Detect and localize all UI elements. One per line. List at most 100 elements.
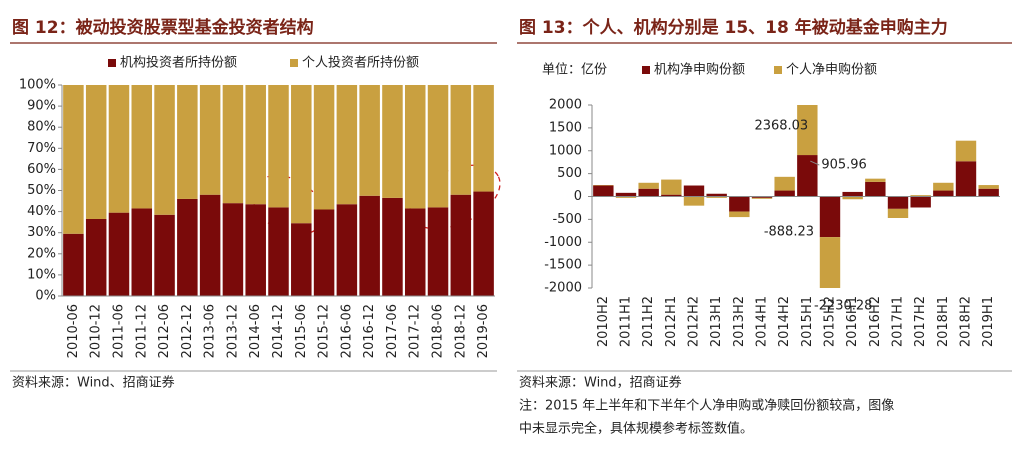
y-tick-label: -1500 xyxy=(544,258,582,273)
y-tick-label: -500 xyxy=(552,212,582,227)
x-tick-label: 2017-12 xyxy=(408,304,423,358)
bar-segment xyxy=(888,209,908,218)
bar-segment xyxy=(223,203,244,296)
bar-segment xyxy=(245,204,266,296)
bar-segment xyxy=(774,177,794,191)
note: 注：2015 年上半年和下半年个人净申购或净赎回份额较高，图像 xyxy=(519,398,894,414)
x-tick-label: 2015-06 xyxy=(294,304,309,358)
data-label: 905.96 xyxy=(821,158,867,173)
source: 资料来源：Wind、招商证券 xyxy=(12,375,175,391)
x-tick-label: 2011H1 xyxy=(619,296,634,347)
legend-label: 个人净申购份额 xyxy=(786,62,877,78)
bar-segment xyxy=(268,85,289,207)
bar-segment xyxy=(956,161,976,196)
legend-swatch xyxy=(290,59,298,67)
x-tick-label: 2017-06 xyxy=(385,304,400,358)
bar-segment xyxy=(933,183,953,191)
x-tick-label: 2018-06 xyxy=(431,304,446,358)
x-tick-label: 2017H1 xyxy=(891,296,906,347)
legend-swatch xyxy=(642,66,650,74)
bar-segment xyxy=(865,179,885,182)
legend-swatch xyxy=(108,59,116,67)
bar-segment xyxy=(86,219,107,296)
y-tick-label: 80% xyxy=(27,120,56,135)
y-tick-label: 0 xyxy=(574,189,582,204)
bar-segment xyxy=(405,208,426,296)
bar-segment xyxy=(729,212,749,217)
x-tick-label: 2018-12 xyxy=(453,304,468,358)
bar-segment xyxy=(337,85,358,204)
bar-segment xyxy=(223,85,244,203)
bar-segment xyxy=(154,215,175,296)
bar-segment xyxy=(661,180,681,195)
y-tick-label: 1000 xyxy=(549,143,582,158)
y-tick-label: -2000 xyxy=(544,281,582,296)
bar-segment xyxy=(616,193,636,197)
bar-segment xyxy=(684,186,704,197)
bar-segment xyxy=(314,85,335,209)
x-tick-label: 2012H1 xyxy=(664,296,679,347)
bar-segment xyxy=(842,192,862,197)
x-tick-label: 2011-12 xyxy=(134,304,149,358)
bar-segment xyxy=(638,183,658,189)
bar-segment xyxy=(428,85,449,207)
x-tick-label: 2014-06 xyxy=(248,304,263,358)
bar-segment xyxy=(593,186,613,197)
x-tick-label: 2011H2 xyxy=(641,296,656,347)
x-tick-label: 2013-06 xyxy=(203,304,218,358)
x-tick-label: 2018H2 xyxy=(959,296,974,347)
bar-segment xyxy=(978,185,998,189)
bar-segment xyxy=(314,209,335,296)
y-tick-label: 40% xyxy=(27,204,56,219)
bar-segment xyxy=(797,155,817,196)
y-tick-label: 100% xyxy=(19,78,56,93)
bar-segment xyxy=(177,85,198,199)
x-tick-label: 2012H2 xyxy=(687,296,702,347)
y-tick-label: 70% xyxy=(27,141,56,156)
y-tick-label: 10% xyxy=(27,267,56,282)
chart-title: 图 13：个人、机构分别是 15、18 年被动基金申购主力 xyxy=(519,17,948,38)
bar-segment xyxy=(405,85,426,208)
chart-title: 图 12：被动投资股票型基金投资者结构 xyxy=(12,17,314,38)
legend-label: 个人投资者所持份额 xyxy=(302,55,419,71)
bar-segment xyxy=(933,191,953,197)
x-tick-label: 2015-12 xyxy=(317,304,332,358)
y-tick-label: 60% xyxy=(27,162,56,177)
x-tick-label: 2019-06 xyxy=(476,304,491,358)
bar-segment xyxy=(200,195,221,296)
bar-segment xyxy=(86,85,107,219)
bar-segment xyxy=(451,195,472,296)
x-tick-label: 2012-12 xyxy=(180,304,195,358)
bar-segment xyxy=(451,85,472,195)
bar-segment xyxy=(291,223,312,296)
x-tick-label: 2014H2 xyxy=(777,296,792,347)
x-tick-label: 2011-06 xyxy=(111,304,126,358)
bar-segment xyxy=(684,197,704,206)
bar-segment xyxy=(638,189,658,197)
y-tick-label: 2000 xyxy=(549,98,582,113)
bar-segment xyxy=(268,207,289,296)
bar-segment xyxy=(154,85,175,215)
bar-segment xyxy=(820,197,840,238)
x-tick-label: 2010H2 xyxy=(596,296,611,347)
x-tick-label: 2013-12 xyxy=(225,304,240,358)
x-tick-label: 2010-12 xyxy=(89,304,104,358)
y-tick-label: 1500 xyxy=(549,120,582,135)
bar-segment xyxy=(337,204,358,296)
bar-segment xyxy=(428,207,449,296)
y-tick-label: 0% xyxy=(35,289,56,304)
bar-segment xyxy=(359,85,380,196)
x-tick-label: 2014-12 xyxy=(271,304,286,358)
x-tick-label: 2014H1 xyxy=(755,296,770,347)
note: 中未显示完全，具体规模参考标签数值。 xyxy=(519,421,753,437)
x-tick-label: 2010-06 xyxy=(66,304,81,358)
legend-label: 机构净申购份额 xyxy=(654,62,745,78)
x-tick-label: 2013H2 xyxy=(732,296,747,347)
bar-segment xyxy=(200,85,221,195)
source: 资料来源：Wind，招商证券 xyxy=(519,375,682,391)
bar-segment xyxy=(956,141,976,162)
bar-segment xyxy=(473,192,494,296)
bar-segment xyxy=(774,191,794,197)
data-label: -2230.28 xyxy=(814,299,872,314)
legend-label: 机构投资者所持份额 xyxy=(120,55,237,71)
